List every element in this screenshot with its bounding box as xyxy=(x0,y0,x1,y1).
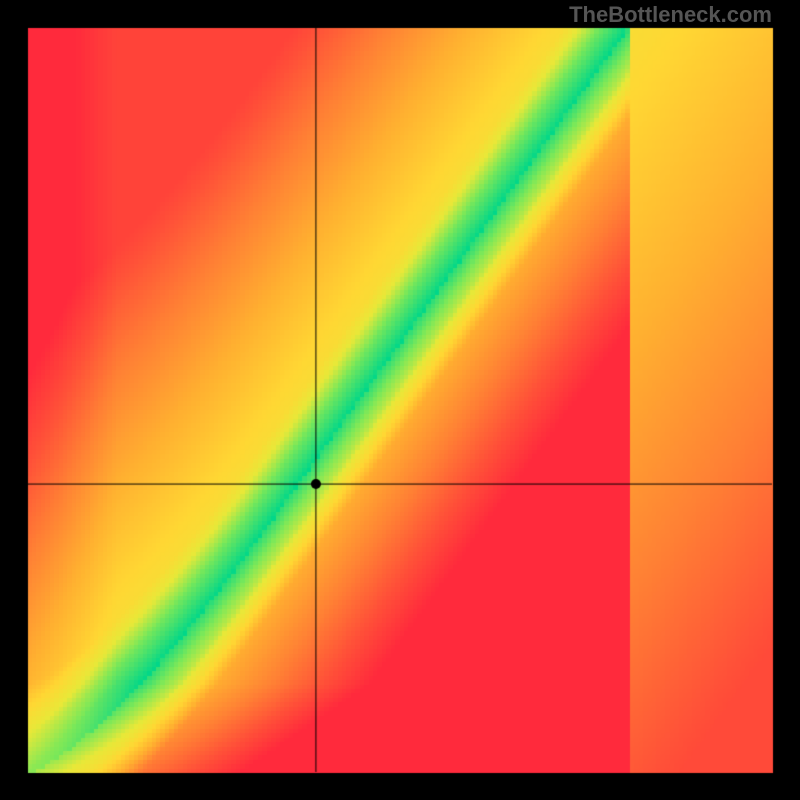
watermark-label: TheBottleneck.com xyxy=(569,2,772,28)
chart-container: TheBottleneck.com xyxy=(0,0,800,800)
bottleneck-heatmap xyxy=(0,0,800,800)
